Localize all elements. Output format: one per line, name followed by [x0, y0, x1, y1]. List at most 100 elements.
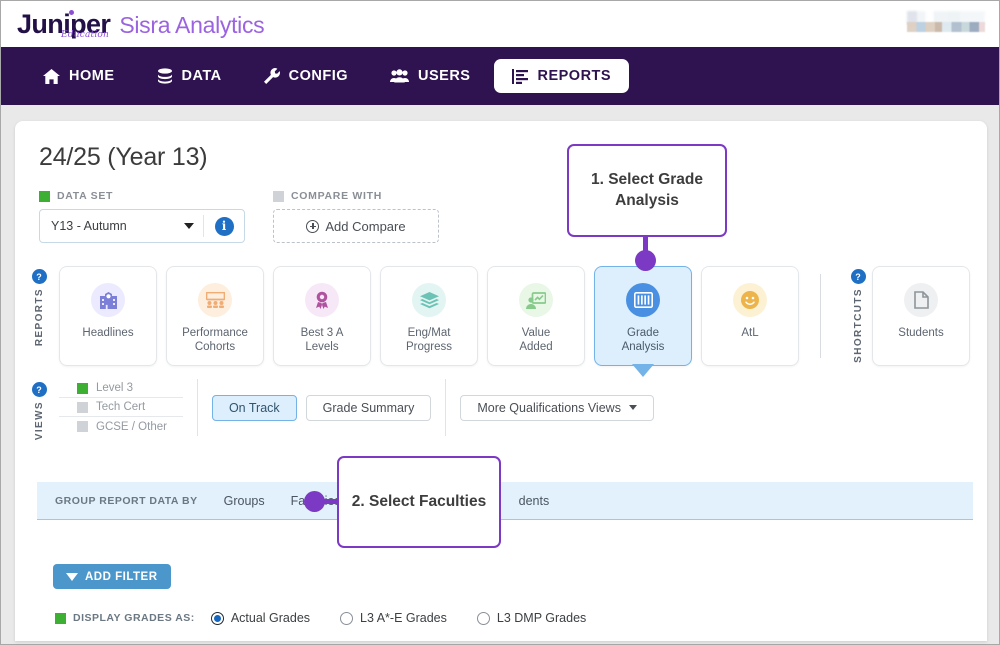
- report-tiles: Headlines Performance Cohorts: [59, 266, 970, 377]
- tile-headlines[interactable]: Headlines: [59, 266, 157, 366]
- level-label: Level 3: [96, 382, 134, 394]
- tile-eng-mat-progress[interactable]: Eng/Mat Progress: [380, 266, 478, 366]
- nav-label: CONFIG: [288, 68, 349, 84]
- tile-label: AtL: [741, 327, 759, 339]
- tile-label: Eng/Mat Progress: [405, 327, 453, 354]
- report-builder-card: 24/25 (Year 13) DATA SET Y13 - Autumn i: [15, 121, 987, 641]
- group-report-bar: GROUP REPORT DATA BY Groups Faculties de…: [37, 482, 973, 520]
- nav-item-users[interactable]: USERS: [372, 59, 488, 93]
- tile-label: Students: [898, 327, 944, 339]
- smiley-icon: [733, 283, 767, 317]
- display-grades-row: DISPLAY GRADES AS: Actual Grades L3 A*-E…: [55, 611, 600, 625]
- help-badge-icon[interactable]: ?: [850, 269, 866, 284]
- tile-label: Headlines: [82, 327, 134, 339]
- help-badge-icon[interactable]: ?: [31, 382, 47, 397]
- nav-item-data[interactable]: DATA: [139, 59, 240, 93]
- chevron-down-icon: [184, 223, 194, 229]
- level-swatch-icon: [77, 421, 88, 432]
- display-grades-label: DISPLAY GRADES AS:: [73, 612, 195, 624]
- dataset-label-row: DATA SET: [39, 190, 245, 202]
- selected-tile-pointer-icon: [632, 364, 654, 377]
- callout-2-connector: [319, 499, 341, 504]
- user-info-redacted-secondary: [907, 22, 985, 32]
- view-button-on-track[interactable]: On Track: [211, 394, 297, 421]
- nav-item-config[interactable]: CONFIG: [246, 59, 366, 93]
- tile-value-added[interactable]: Value Added: [487, 266, 585, 366]
- compare-swatch-icon: [273, 190, 284, 202]
- plus-circle-icon: [306, 219, 320, 233]
- home-icon: [43, 68, 60, 84]
- brand-bar: Juniper Education Sisra Analytics: [1, 1, 999, 47]
- radio-l3-dmp-grades[interactable]: L3 DMP Grades: [476, 611, 587, 625]
- level-filters: Level 3 Tech Cert GCSE / Other: [59, 379, 183, 436]
- group-tab-students[interactable]: dents: [518, 493, 550, 508]
- dataset-group: DATA SET Y13 - Autumn i: [39, 190, 245, 243]
- level-item-gcse-other[interactable]: GCSE / Other: [59, 417, 183, 436]
- add-compare-label: Add Compare: [325, 218, 406, 234]
- radio-label: L3 A*-E Grades: [360, 611, 447, 625]
- rail-views-label: VIEWS: [33, 401, 45, 441]
- level-item-tech-cert[interactable]: Tech Cert: [59, 398, 183, 417]
- dataset-select[interactable]: Y13 - Autumn: [40, 210, 203, 242]
- users-icon: [390, 69, 410, 83]
- tile-grade-analysis[interactable]: Grade Analysis: [594, 266, 692, 377]
- page-title: 24/25 (Year 13): [39, 143, 208, 171]
- add-compare-button[interactable]: Add Compare: [273, 209, 439, 243]
- rail-views: ? VIEWS: [27, 382, 51, 440]
- display-grades-swatch-icon: [55, 612, 66, 624]
- compare-label: COMPARE WITH: [291, 190, 383, 202]
- level-label: GCSE / Other: [96, 420, 167, 433]
- callout-2-anchor-dot-icon: [304, 491, 325, 512]
- wrench-icon: [263, 68, 280, 84]
- presentation-icon: [519, 283, 553, 317]
- rail-reports: ? REPORTS: [27, 269, 51, 346]
- chevron-down-icon: [628, 405, 637, 410]
- divider: [196, 379, 198, 436]
- add-filter-button[interactable]: ADD FILTER: [53, 564, 171, 589]
- level-label: Tech Cert: [96, 401, 146, 413]
- callout-1-anchor-dot-icon: [635, 250, 656, 271]
- tile-label: Best 3 A Levels: [300, 327, 344, 354]
- dataset-label: DATA SET: [57, 190, 114, 202]
- award-rosette-icon: [305, 283, 339, 317]
- group-tab-groups[interactable]: Groups: [223, 493, 265, 508]
- info-icon: i: [214, 216, 234, 236]
- tile-students[interactable]: Students: [872, 266, 970, 366]
- more-qualifications-views-button[interactable]: More Qualifications Views: [460, 394, 654, 421]
- callout-step-1: 1. Select Grade Analysis: [567, 144, 727, 237]
- logo[interactable]: Juniper Education Sisra Analytics: [17, 9, 265, 39]
- tile-best-3-a-levels[interactable]: Best 3 A Levels: [273, 266, 371, 366]
- nav-label: HOME: [69, 68, 115, 84]
- radio-actual-grades[interactable]: Actual Grades: [210, 611, 310, 625]
- logo-dot-icon: [69, 9, 74, 15]
- tile-performance-cohorts[interactable]: Performance Cohorts: [166, 266, 264, 366]
- nav-item-home[interactable]: HOME: [25, 59, 133, 93]
- radio-l3-a-e-grades[interactable]: L3 A*-E Grades: [340, 611, 447, 625]
- add-filter-label: ADD FILTER: [85, 570, 158, 583]
- dataset-select-wrap: Y13 - Autumn i: [39, 209, 245, 243]
- callout-step-2: 2. Select Faculties: [337, 456, 501, 548]
- tile-atl[interactable]: AtL: [701, 266, 799, 366]
- divider: [445, 379, 447, 436]
- report-chart-icon: [512, 68, 529, 84]
- view-button-grade-summary[interactable]: Grade Summary: [305, 394, 432, 421]
- product-name: Sisra Analytics: [119, 11, 265, 38]
- level-swatch-icon: [77, 401, 88, 413]
- divider: [203, 215, 204, 237]
- help-badge-icon[interactable]: ?: [31, 269, 47, 284]
- group-report-label: GROUP REPORT DATA BY: [55, 494, 198, 507]
- radio-icon: [476, 611, 490, 625]
- document-icon: [904, 283, 938, 317]
- more-views-label: More Qualifications Views: [477, 400, 621, 415]
- nav-item-reports[interactable]: REPORTS: [494, 59, 630, 93]
- database-icon: [157, 68, 173, 84]
- radio-label: L3 DMP Grades: [496, 611, 587, 625]
- dataset-swatch-icon: [39, 190, 50, 202]
- nav-label: DATA: [181, 68, 222, 84]
- level-item-level-3[interactable]: Level 3: [59, 379, 183, 398]
- compare-group: COMPARE WITH Add Compare: [273, 190, 439, 243]
- nav-label: USERS: [418, 68, 471, 84]
- dataset-info-button[interactable]: i: [204, 210, 244, 242]
- dataset-controls: DATA SET Y13 - Autumn i COMPARE WITH: [39, 190, 987, 243]
